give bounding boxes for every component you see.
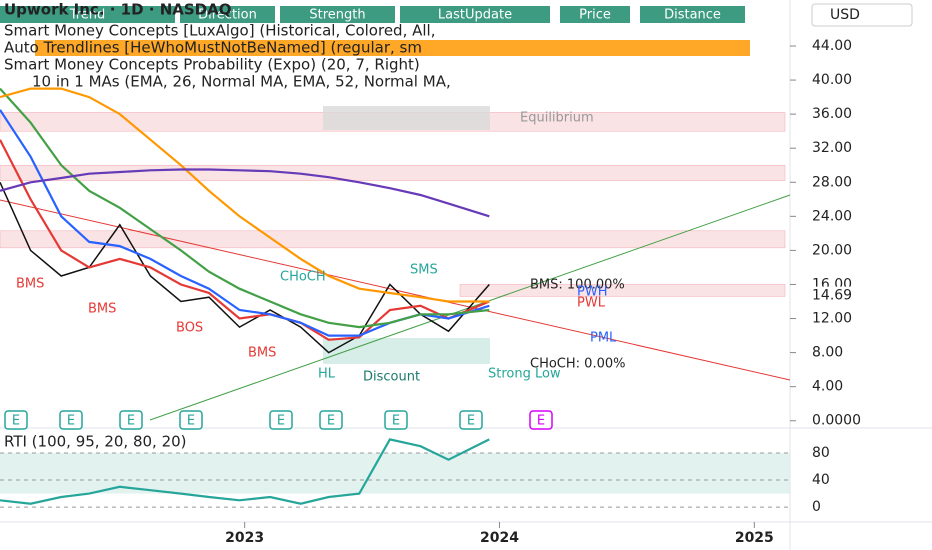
table-header-cell	[0, 6, 175, 23]
table-header: Distance	[664, 8, 721, 23]
series-line	[0, 87, 490, 303]
earnings-badge	[59, 410, 83, 430]
rti-tick-label: 80	[812, 445, 830, 461]
overlay: Trend Direction Strength LastUpdate Price Dis…	[0, 1, 750, 91]
annotation: Discount	[363, 370, 420, 385]
y-tick-label: 0.0000	[812, 413, 861, 429]
earnings-badge	[529, 410, 553, 430]
annotation: BMS	[16, 277, 44, 292]
last-price-box	[792, 286, 862, 305]
earnings-label: E	[187, 414, 195, 429]
earnings-label: E	[277, 414, 285, 429]
table-header: Trend	[69, 8, 106, 23]
table-header: Strength	[309, 8, 365, 23]
symbol: Upwork Inc. · 1D · NASDAQ	[4, 1, 231, 19]
table-header: Direction	[198, 8, 257, 23]
discount-zone	[323, 338, 490, 364]
currency: USD	[830, 7, 860, 23]
equilibrium-zone	[323, 106, 490, 130]
earnings-label: E	[12, 414, 20, 429]
last-price-label: 14.69	[812, 288, 852, 304]
currency-box[interactable]	[811, 3, 913, 27]
indicator-label: 10 in 1 MAs (EMA, 26, Normal MA, EMA, 52…	[32, 73, 451, 91]
earnings-label: E	[327, 414, 335, 429]
annotation: Strong Low	[488, 367, 561, 382]
x-tick-label: 2025	[735, 530, 774, 546]
y-tick-label: 12.00	[812, 311, 852, 327]
earnings-badge	[269, 410, 293, 430]
rti-band	[0, 452, 790, 494]
earnings-label: E	[467, 414, 475, 429]
annotation: CHoCH	[280, 270, 326, 285]
annotation: PWH	[577, 285, 607, 300]
indicator-label: Smart Money Concepts [LuxAlgo] (Historic…	[4, 22, 435, 40]
earnings-label: E	[537, 414, 545, 429]
annotation: BOS	[176, 321, 203, 336]
indicator-label: Auto Trendlines [HeWhoMustNotBeNamed] (r…	[4, 39, 422, 57]
earnings-label: E	[67, 414, 75, 429]
annotation: BMS	[248, 346, 276, 361]
annotation: PML	[590, 331, 617, 346]
rti-tick-label: 40	[812, 472, 830, 488]
y-tick-label: 28.00	[812, 174, 852, 190]
y-tick-label: 44.00	[812, 38, 852, 54]
annotation: PWL	[577, 296, 606, 311]
earnings-label: E	[127, 414, 135, 429]
earnings-label: E	[392, 414, 400, 429]
earnings-badge	[4, 410, 28, 430]
table-header-cell	[180, 6, 275, 23]
y-tick-label: 40.00	[812, 72, 852, 88]
table-header-cell	[560, 6, 630, 23]
y-tick-label: 32.00	[812, 140, 852, 156]
table-header: Price	[579, 8, 611, 23]
table-header-cell	[400, 6, 550, 23]
series-line	[0, 168, 490, 218]
earnings-badge	[119, 410, 143, 430]
zone	[459, 284, 786, 297]
y-tick-label: 4.00	[812, 379, 843, 395]
earnings-badge	[179, 410, 203, 430]
series-line	[0, 438, 490, 505]
earnings-badge	[319, 410, 343, 430]
table-header-cell	[280, 6, 395, 23]
y-tick-label: 8.00	[812, 345, 843, 361]
annotation: BMS	[88, 302, 116, 317]
y-tick-label: 36.00	[812, 106, 852, 122]
y-tick-label: 20.00	[812, 242, 852, 258]
annotation: HL	[318, 367, 336, 382]
table-header-cell	[640, 6, 745, 23]
table-row	[35, 40, 750, 56]
rti-tick-label: 0	[812, 499, 821, 515]
zone	[0, 230, 786, 249]
annotation: CHoCH: 0.00%	[530, 357, 625, 372]
annotation: SMS	[410, 263, 438, 278]
indicator-label: Smart Money Concepts Probability (Expo) …	[4, 56, 420, 74]
earnings-badge	[459, 410, 483, 430]
earnings-badge	[384, 410, 408, 430]
series-line	[0, 139, 490, 341]
x-tick-label: 2024	[480, 530, 519, 546]
table-header: LastUpdate	[438, 8, 512, 23]
annotation: BMS: 100.00%	[530, 278, 625, 293]
plot: 0.00004.008.0012.0016.0020.0024.0028.003…	[0, 38, 862, 546]
series-line	[0, 87, 490, 329]
rti-title: RTI (100, 95, 20, 80, 20)	[4, 433, 187, 451]
x-tick-label: 2023	[225, 530, 264, 546]
annotation: Equilibrium	[520, 111, 594, 126]
y-tick-label: 24.00	[812, 208, 852, 224]
